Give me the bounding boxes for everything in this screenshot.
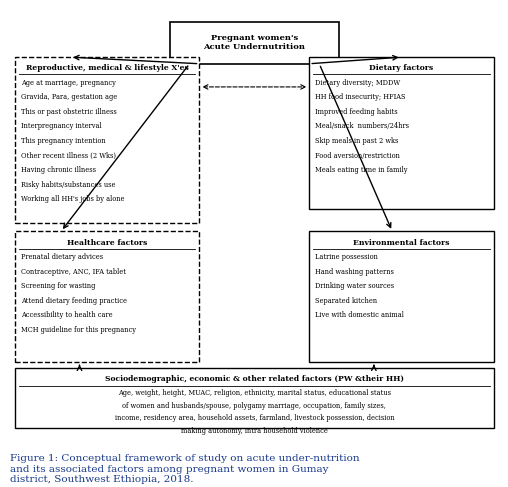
Text: Reproductive, medical & lifestyle X'es: Reproductive, medical & lifestyle X'es: [26, 64, 188, 72]
FancyBboxPatch shape: [15, 368, 494, 428]
Text: Skip meals in past 2 wks: Skip meals in past 2 wks: [315, 137, 399, 145]
Text: of women and husbands/spouse, polygamy marriage, occupation, family sizes,: of women and husbands/spouse, polygamy m…: [122, 402, 386, 410]
Text: Having chronic illness: Having chronic illness: [21, 166, 96, 174]
Text: Drinking water sources: Drinking water sources: [315, 282, 394, 290]
Text: Accessibility to health care: Accessibility to health care: [21, 311, 112, 319]
Text: Food aversion/restriction: Food aversion/restriction: [315, 151, 400, 160]
FancyBboxPatch shape: [309, 57, 494, 209]
FancyBboxPatch shape: [309, 231, 494, 362]
Text: Environmental factors: Environmental factors: [353, 239, 450, 246]
Text: Latrine possession: Latrine possession: [315, 253, 378, 261]
Text: Prenatal dietary advices: Prenatal dietary advices: [21, 253, 103, 261]
Text: Contraceptive, ANC, IFA tablet: Contraceptive, ANC, IFA tablet: [21, 268, 126, 276]
Text: Gravida, Para, gestation age: Gravida, Para, gestation age: [21, 94, 117, 101]
Text: Separated kitchen: Separated kitchen: [315, 297, 377, 305]
Text: Dietary factors: Dietary factors: [369, 64, 434, 72]
Text: Hand washing patterns: Hand washing patterns: [315, 268, 394, 276]
Text: Screening for wasting: Screening for wasting: [21, 282, 95, 290]
Text: This pregnancy intention: This pregnancy intention: [21, 137, 106, 145]
Text: This or past obstetric illness: This or past obstetric illness: [21, 108, 117, 116]
Text: Dietary diversity; MDDW: Dietary diversity; MDDW: [315, 79, 400, 87]
Text: Improved feeding habits: Improved feeding habits: [315, 108, 398, 116]
Text: Figure 1: Conceptual framework of study on acute under-nutrition
and its associa: Figure 1: Conceptual framework of study …: [10, 454, 360, 484]
Text: Age at marriage, pregnancy: Age at marriage, pregnancy: [21, 79, 116, 87]
Text: Meals eating time in family: Meals eating time in family: [315, 166, 408, 174]
Text: Live with domestic animal: Live with domestic animal: [315, 311, 404, 319]
Text: Healthcare factors: Healthcare factors: [67, 239, 147, 246]
Text: income, residency area, household assets, farmland, livestock possession, decisi: income, residency area, household assets…: [114, 414, 394, 422]
Text: HH food insecurity; HFIAS: HH food insecurity; HFIAS: [315, 94, 406, 101]
FancyBboxPatch shape: [170, 22, 339, 64]
Text: Age, weight, height, MUAC, religion, ethnicity, marital status, educational stat: Age, weight, height, MUAC, religion, eth…: [118, 390, 391, 397]
Text: Meal/snack  numbers/24hrs: Meal/snack numbers/24hrs: [315, 122, 409, 131]
Text: Risky habits/substances use: Risky habits/substances use: [21, 181, 115, 189]
Text: MCH guideline for this pregnancy: MCH guideline for this pregnancy: [21, 326, 136, 334]
Text: Other recent illness (2 Wks): Other recent illness (2 Wks): [21, 151, 116, 160]
Text: Attend dietary feeding practice: Attend dietary feeding practice: [21, 297, 127, 305]
Text: Interpregnancy interval: Interpregnancy interval: [21, 122, 102, 131]
FancyBboxPatch shape: [15, 57, 200, 223]
Text: making autonomy, intra household violence: making autonomy, intra household violenc…: [181, 427, 328, 434]
Text: Sociodemographic, economic & other related factors (PW &their HH): Sociodemographic, economic & other relat…: [105, 375, 404, 383]
Text: Working all HH's jobs by alone: Working all HH's jobs by alone: [21, 195, 124, 203]
Text: Pregnant women's
Acute Undernutrition: Pregnant women's Acute Undernutrition: [203, 34, 305, 52]
FancyBboxPatch shape: [15, 231, 200, 362]
